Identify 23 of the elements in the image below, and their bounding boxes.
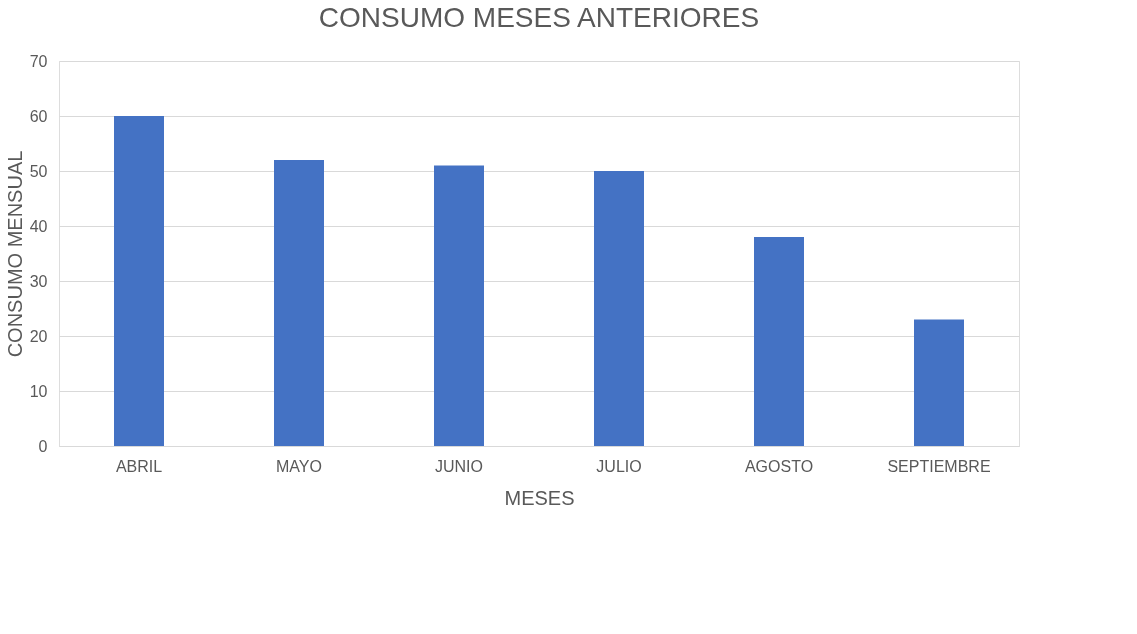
y-tick-label: 30 [29, 272, 48, 290]
bar [594, 171, 644, 446]
x-tick-label: AGOSTO [744, 457, 814, 475]
x-tick-label: MAYO [276, 457, 322, 475]
x-tick-label: ABRIL [115, 457, 163, 475]
y-tick-label: 50 [29, 162, 48, 180]
bar [754, 237, 804, 446]
y-tick-label: 40 [29, 217, 48, 235]
bar [914, 319, 964, 446]
y-tick-label: 10 [29, 382, 48, 400]
y-tick-label: 0 [38, 437, 48, 455]
x-axis-title: MESES [504, 486, 575, 509]
bar [114, 116, 164, 446]
y-tick-label: 70 [29, 52, 48, 70]
y-axis-title: CONSUMO MENSUAL [3, 150, 26, 358]
x-tick-label: JUNIO [435, 457, 483, 475]
y-tick-label: 20 [29, 327, 48, 345]
chart-title: CONSUMO MESES ANTERIORES [318, 2, 760, 33]
bar [274, 160, 324, 446]
y-tick-label: 60 [29, 107, 48, 125]
x-tick-label: JULIO [596, 457, 642, 475]
bar [434, 165, 484, 446]
x-tick-label: SEPTIEMBRE [887, 457, 991, 475]
